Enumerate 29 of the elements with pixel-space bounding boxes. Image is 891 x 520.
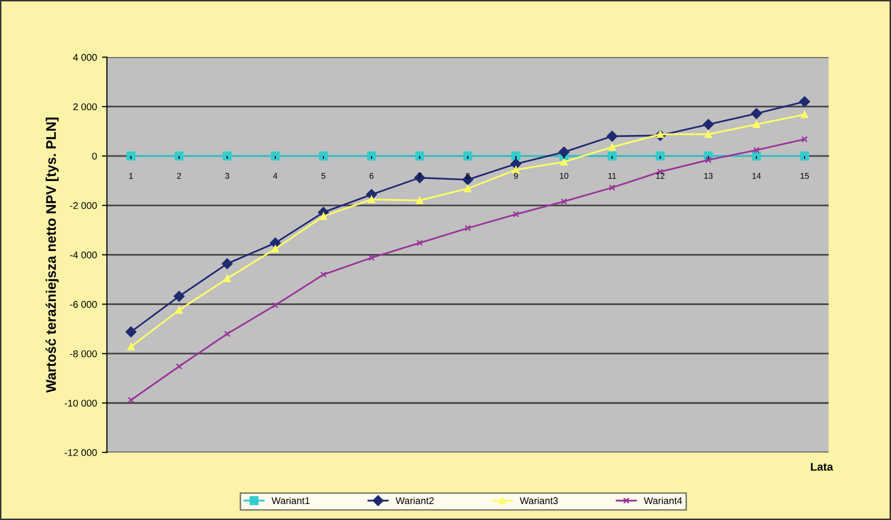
y-tick-label: -2 000 bbox=[70, 202, 97, 210]
y-axis-title: Wartość teraźniejsza netto NPV [tys. PLN] bbox=[46, 118, 59, 393]
legend-label: Wariant3 bbox=[520, 496, 558, 504]
x-tick-label: 14 bbox=[752, 172, 761, 179]
y-tick-label: 0 bbox=[92, 152, 97, 160]
y-tick-label: -4 000 bbox=[70, 252, 97, 258]
x-tick-label: 10 bbox=[560, 172, 568, 179]
x-tick-label: 11 bbox=[608, 172, 616, 179]
y-tick-label: -10 000 bbox=[64, 400, 97, 407]
x-axis-title: Lata bbox=[810, 462, 834, 471]
legend-label: Wariant4 bbox=[644, 496, 682, 504]
x-tick-label: 15 bbox=[800, 172, 809, 179]
x-tick-label: 6 bbox=[370, 172, 374, 179]
y-tick-label: -8 000 bbox=[70, 350, 97, 358]
x-tick-label: 13 bbox=[704, 172, 713, 179]
x-tick-label: 3 bbox=[225, 172, 230, 179]
x-tick-label: 7 bbox=[418, 172, 422, 179]
y-tick-label: 2 000 bbox=[73, 103, 97, 110]
x-tick-label: 1 bbox=[129, 172, 133, 179]
y-tick-label: 4 000 bbox=[73, 54, 97, 61]
y-tick-label: -12 000 bbox=[64, 449, 97, 456]
x-tick-label: 12 bbox=[656, 172, 664, 179]
x-tick-label: 2 bbox=[177, 172, 181, 179]
x-tick-label: 4 bbox=[273, 172, 278, 179]
x-tick-label: 5 bbox=[321, 172, 326, 179]
legend-label: Wariant2 bbox=[396, 496, 434, 504]
y-tick-label: -6 000 bbox=[70, 300, 97, 308]
x-tick-label: 9 bbox=[514, 172, 518, 179]
legend-label: Wariant1 bbox=[272, 496, 310, 504]
